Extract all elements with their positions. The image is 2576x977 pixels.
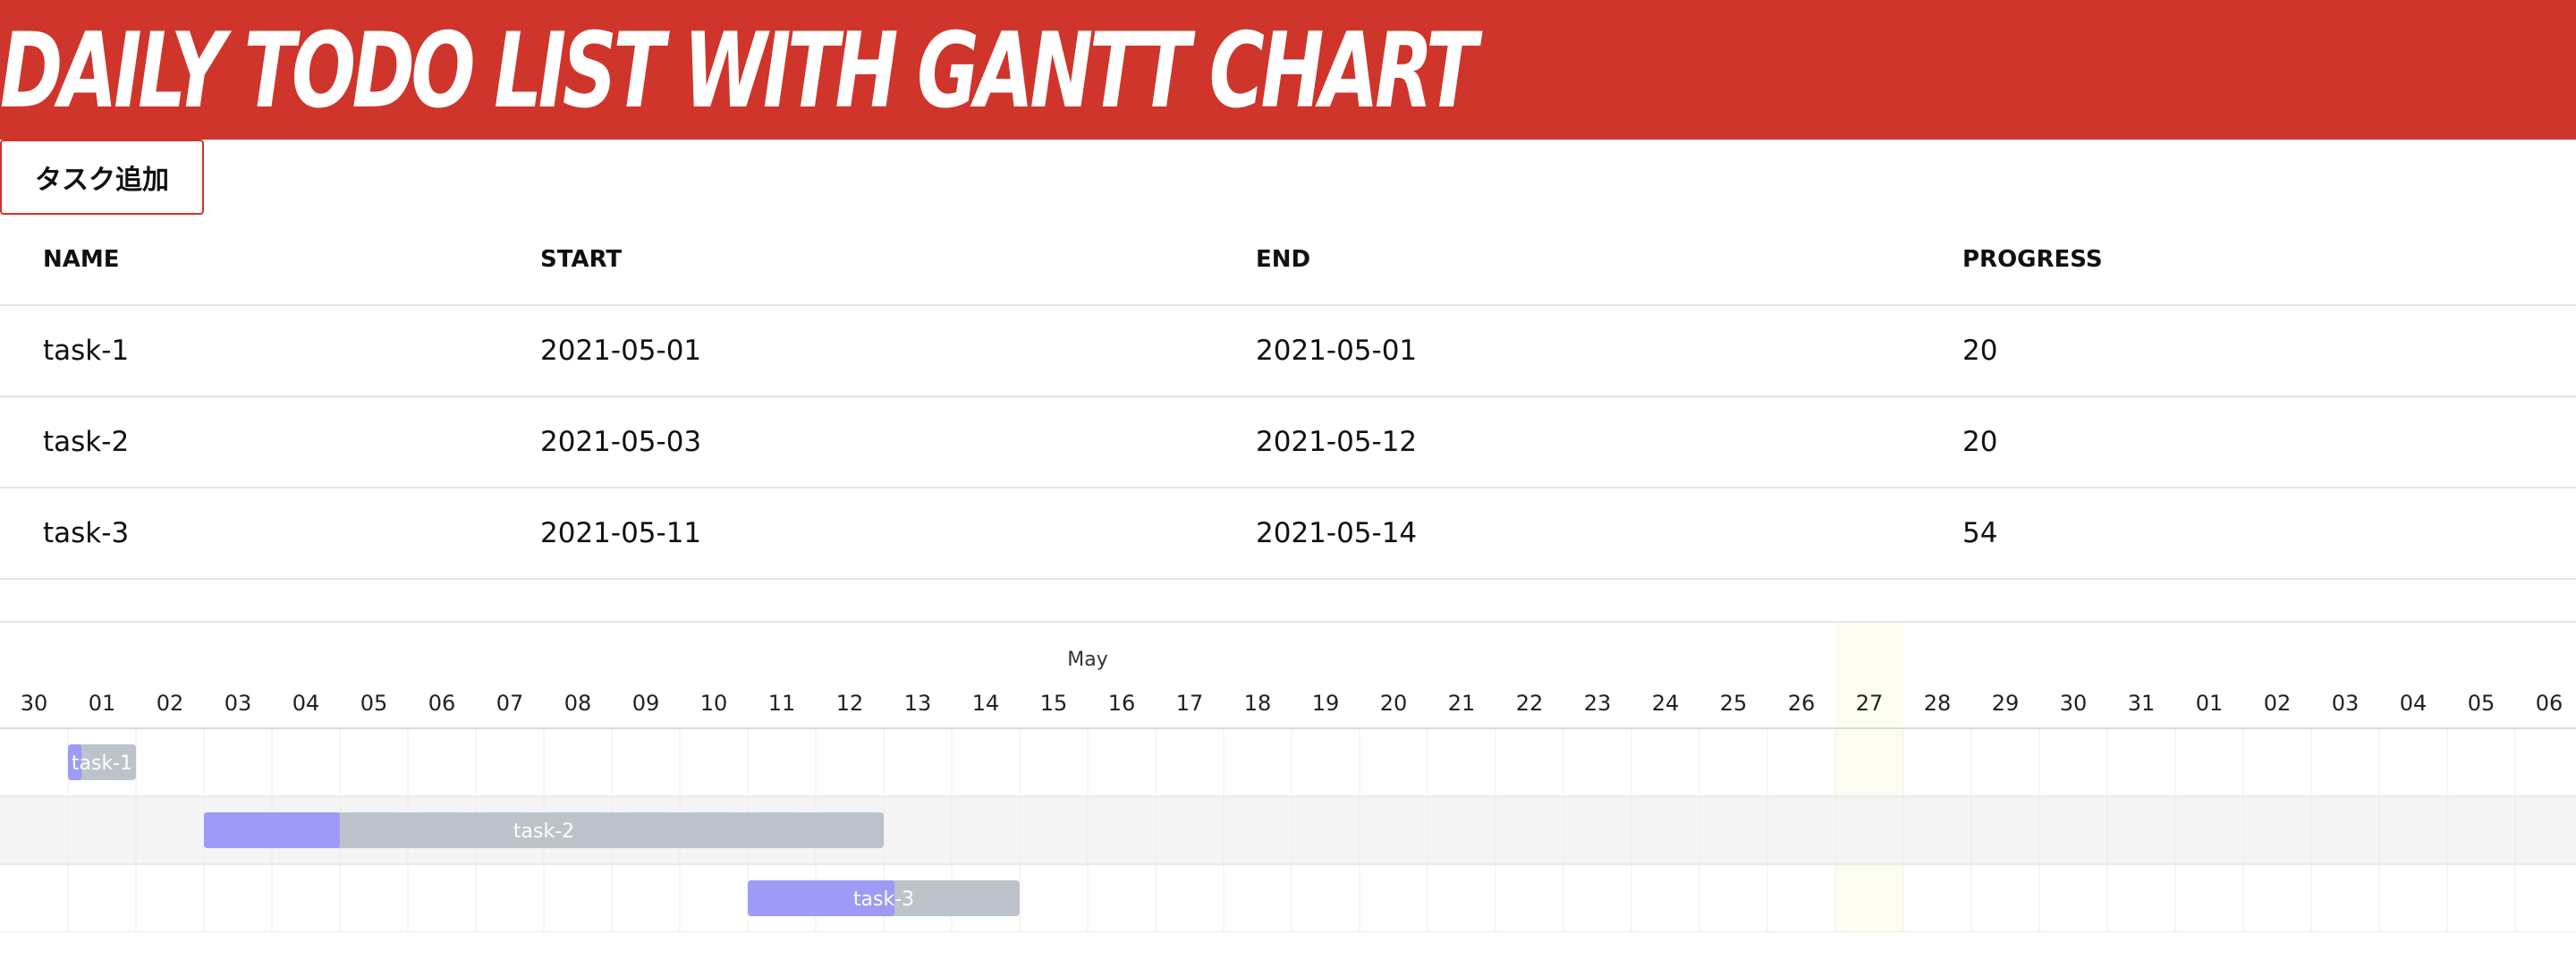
gantt-day-label: 20 <box>1380 691 1408 716</box>
gantt-day-label: 03 <box>225 691 252 716</box>
today-highlight <box>1835 623 1903 932</box>
add-task-button[interactable]: タスク追加 <box>0 140 204 215</box>
gantt-day-label: 04 <box>292 691 320 716</box>
gantt-svg: May 30 01 02 03 04 05 06 07 08 09 10 11 12 13 14 15 16 17 1… <box>0 621 2576 932</box>
task-progress-cell: 20 <box>1962 396 2576 488</box>
table-row[interactable]: task-1 2021-05-01 2021-05-01 20 <box>0 305 2576 397</box>
gantt-day-label: 22 <box>1516 691 1544 716</box>
gantt-day-label: 21 <box>1448 691 1476 716</box>
gantt-day-label: 15 <box>1040 691 1068 716</box>
task-progress-cell: 54 <box>1962 488 2576 580</box>
gantt-day-label: 12 <box>836 691 864 716</box>
gantt-day-label: 27 <box>1856 691 1884 716</box>
gantt-day-label: 26 <box>1788 691 1816 716</box>
gantt-day-label: 29 <box>1992 691 2020 716</box>
gantt-day-label: 24 <box>1652 691 1680 716</box>
column-header-end: END <box>1256 215 1962 306</box>
gantt-day-label: 28 <box>1924 691 1952 716</box>
gantt-day-label: 05 <box>2468 691 2496 716</box>
gantt-day-label: 09 <box>632 691 660 716</box>
gantt-day-label: 02 <box>2264 691 2292 716</box>
task-name-cell: task-2 <box>0 396 540 488</box>
gantt-day-label: 19 <box>1312 691 1340 716</box>
gantt-month-label: May <box>1067 649 1107 671</box>
gantt-day-label: 05 <box>360 691 388 716</box>
page-title: Daily Todo List With Gantt Chart <box>0 11 1478 132</box>
column-header-start: START <box>540 215 1256 306</box>
gantt-day-label: 07 <box>496 691 524 716</box>
gantt-day-label: 30 <box>2060 691 2088 716</box>
gantt-day-label: 04 <box>2400 691 2428 716</box>
task-start-cell: 2021-05-03 <box>540 396 1256 488</box>
gantt-day-label: 06 <box>428 691 456 716</box>
gantt-day-label: 17 <box>1176 691 1204 716</box>
app-header: Daily Todo List With Gantt Chart <box>0 0 2576 140</box>
task-start-cell: 2021-05-11 <box>540 488 1256 580</box>
task-end-cell: 2021-05-01 <box>1256 305 1962 397</box>
task-progress-cell: 20 <box>1962 305 2576 397</box>
gantt-day-label: 13 <box>904 691 932 716</box>
task-start-cell: 2021-05-01 <box>540 305 1256 397</box>
task-bar-progress <box>204 812 340 848</box>
gantt-chart: May 30 01 02 03 04 05 06 07 08 09 10 11 12 13 14 15 16 17 1… <box>0 621 2576 932</box>
gantt-day-label: 18 <box>1244 691 1272 716</box>
task-bar-progress <box>68 744 82 780</box>
task-bar-progress <box>748 880 895 916</box>
task-end-cell: 2021-05-14 <box>1256 488 1962 580</box>
gantt-day-label: 16 <box>1108 691 1136 716</box>
gantt-day-label: 23 <box>1584 691 1612 716</box>
table-row[interactable]: task-2 2021-05-03 2021-05-12 20 <box>0 396 2576 488</box>
gantt-day-label: 03 <box>2332 691 2360 716</box>
task-name-cell: task-3 <box>0 488 540 580</box>
task-bar-label: task-1 <box>72 752 132 775</box>
task-bar[interactable] <box>68 744 136 780</box>
table-header-row: NAME START END PROGRESS <box>0 215 2576 306</box>
gantt-day-label: 31 <box>2128 691 2156 716</box>
task-bar-label: task-2 <box>513 820 574 843</box>
gantt-day-label: 01 <box>2196 691 2224 716</box>
gantt-day-label: 01 <box>89 691 116 716</box>
gantt-day-label: 02 <box>157 691 184 716</box>
column-header-name: NAME <box>0 215 540 306</box>
task-table: NAME START END PROGRESS task-1 2021-05-0… <box>0 215 2576 580</box>
gantt-day-label: 30 <box>21 691 48 716</box>
gantt-day-label: 25 <box>1720 691 1748 716</box>
task-bar[interactable] <box>204 812 884 848</box>
column-header-progress: PROGRESS <box>1962 215 2576 306</box>
gantt-day-label: 06 <box>2536 691 2563 716</box>
task-end-cell: 2021-05-12 <box>1256 396 1962 488</box>
task-name-cell: task-1 <box>0 305 540 397</box>
gantt-day-label: 11 <box>768 691 796 716</box>
gantt-day-label: 14 <box>972 691 1000 716</box>
table-row[interactable]: task-3 2021-05-11 2021-05-14 54 <box>0 488 2576 580</box>
gantt-day-label: 08 <box>564 691 592 716</box>
gantt-day-label: 10 <box>700 691 728 716</box>
task-bar-label: task-3 <box>853 888 914 911</box>
